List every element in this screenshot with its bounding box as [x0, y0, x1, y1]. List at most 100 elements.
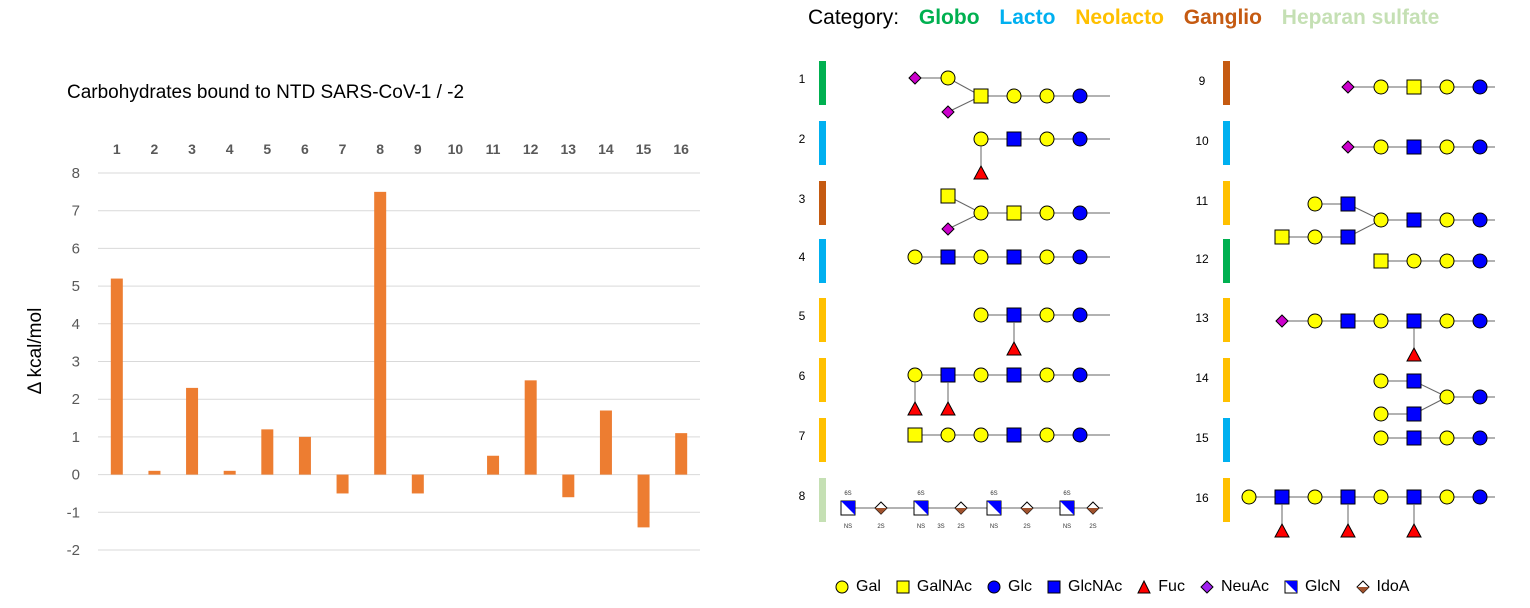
glycan-number: 16 [1195, 491, 1209, 505]
y-tick-label: 5 [72, 278, 80, 295]
glcnac-icon [1406, 373, 1422, 389]
gal-icon [1439, 79, 1455, 95]
gal-icon [1241, 489, 1257, 505]
glcnac-icon [1340, 313, 1356, 329]
glcnac-icon [1047, 580, 1061, 594]
gal-icon [1039, 367, 1055, 383]
gal-icon [1373, 79, 1389, 95]
bar [562, 474, 575, 498]
bar [186, 387, 199, 475]
symbol-legend-item: IdoA [1355, 578, 1410, 596]
gal-icon [1439, 139, 1455, 155]
gal-icon [1439, 489, 1455, 505]
bar [524, 380, 537, 475]
gal-icon [907, 367, 923, 383]
x-tick-label: 10 [448, 141, 464, 157]
sulfate-label: NS [917, 524, 925, 530]
gal-icon [1039, 88, 1055, 104]
glycan-number: 7 [799, 429, 806, 443]
category-bar [1223, 239, 1230, 283]
symbol-legend-label: IdoA [1376, 578, 1410, 595]
glycan-number: 6 [799, 369, 806, 383]
gal-icon [973, 427, 989, 443]
x-tick-label: 12 [523, 141, 539, 157]
glcnac-icon [1406, 430, 1422, 446]
symbol-legend-label: NeuAc [1220, 578, 1269, 595]
sulfate-label: 2S [1023, 524, 1030, 530]
glycan-number: 13 [1195, 311, 1209, 325]
x-tick-label: 9 [414, 141, 422, 157]
y-tick-label: 3 [72, 354, 80, 371]
category-header: Category: Globo Lacto Neolacto Ganglio H… [808, 6, 1453, 30]
glcnac-icon [1274, 489, 1290, 505]
fuc-icon [1137, 579, 1152, 594]
x-tick-label: 15 [636, 141, 652, 157]
bar [298, 436, 311, 475]
fuc-icon [1406, 522, 1422, 538]
bar [261, 429, 274, 475]
glycan-number: 3 [799, 192, 806, 206]
glc-icon [1472, 79, 1488, 95]
symbol-legend-label: Gal [856, 578, 881, 595]
glc-icon [1472, 430, 1488, 446]
glcnac-icon [1406, 489, 1422, 505]
gal-icon [1307, 196, 1323, 212]
galnac-icon [940, 188, 956, 204]
galnac-icon [896, 580, 910, 594]
glc-icon [1472, 389, 1488, 405]
x-tick-label: 11 [486, 141, 501, 157]
glycan-number: 9 [1199, 74, 1206, 88]
neuac-icon [1341, 140, 1355, 154]
neuac-icon [941, 105, 955, 119]
glcnac-icon [1340, 489, 1356, 505]
y-tick-label: 1 [72, 429, 80, 446]
glcn-icon-half [841, 501, 855, 515]
idoa-icon-half [1021, 508, 1033, 514]
gal-icon [973, 307, 989, 323]
category-bar [1223, 181, 1230, 225]
sulfate-label: 2S [1089, 524, 1096, 530]
idoa-icon-half [1087, 508, 1099, 514]
x-tick-label: 1 [113, 141, 121, 157]
symbol-legend-label: Fuc [1158, 578, 1185, 595]
gal-icon [1439, 313, 1455, 329]
glc-icon [1072, 427, 1088, 443]
bar [336, 474, 349, 494]
fuc-icon [940, 400, 956, 416]
category-neolacto: Neolacto [1075, 6, 1164, 29]
gal-icon [1307, 229, 1323, 245]
category-bar [819, 61, 826, 105]
gal-icon [1373, 373, 1389, 389]
symbol-legend-item: GalNAc [895, 578, 972, 596]
x-tick-label: 4 [226, 141, 234, 157]
glc-icon [987, 580, 1001, 594]
gal-icon [1373, 406, 1389, 422]
category-bar [1223, 121, 1230, 165]
symbol-legend-label: GlcN [1304, 578, 1341, 595]
glc-icon [1072, 367, 1088, 383]
gal-icon [1373, 139, 1389, 155]
bar [599, 410, 612, 475]
glc-icon [1072, 88, 1088, 104]
gal-icon [1373, 212, 1389, 228]
gal-icon [973, 367, 989, 383]
gal-icon [1307, 489, 1323, 505]
gal-icon [1373, 489, 1389, 505]
glcnac-icon [1006, 367, 1022, 383]
category-bar [819, 239, 826, 283]
galnac-icon [1274, 229, 1290, 245]
fuc-icon [907, 400, 923, 416]
category-bar [1223, 478, 1230, 522]
x-tick-label: 6 [301, 141, 309, 157]
sulfate-label: NS [844, 524, 852, 530]
category-globo: Globo [918, 6, 980, 29]
glc-icon [1472, 489, 1488, 505]
x-tick-label: 8 [376, 141, 384, 157]
category-bar [1223, 61, 1230, 105]
fuc-icon [1406, 346, 1422, 362]
idoa-icon [1355, 580, 1370, 594]
glycan-legend-panel: Category: Globo Lacto Neolacto Ganglio H… [770, 0, 1530, 608]
gal-icon [940, 427, 956, 443]
x-tick-label: 2 [151, 141, 159, 157]
x-tick-label: 7 [339, 141, 347, 157]
